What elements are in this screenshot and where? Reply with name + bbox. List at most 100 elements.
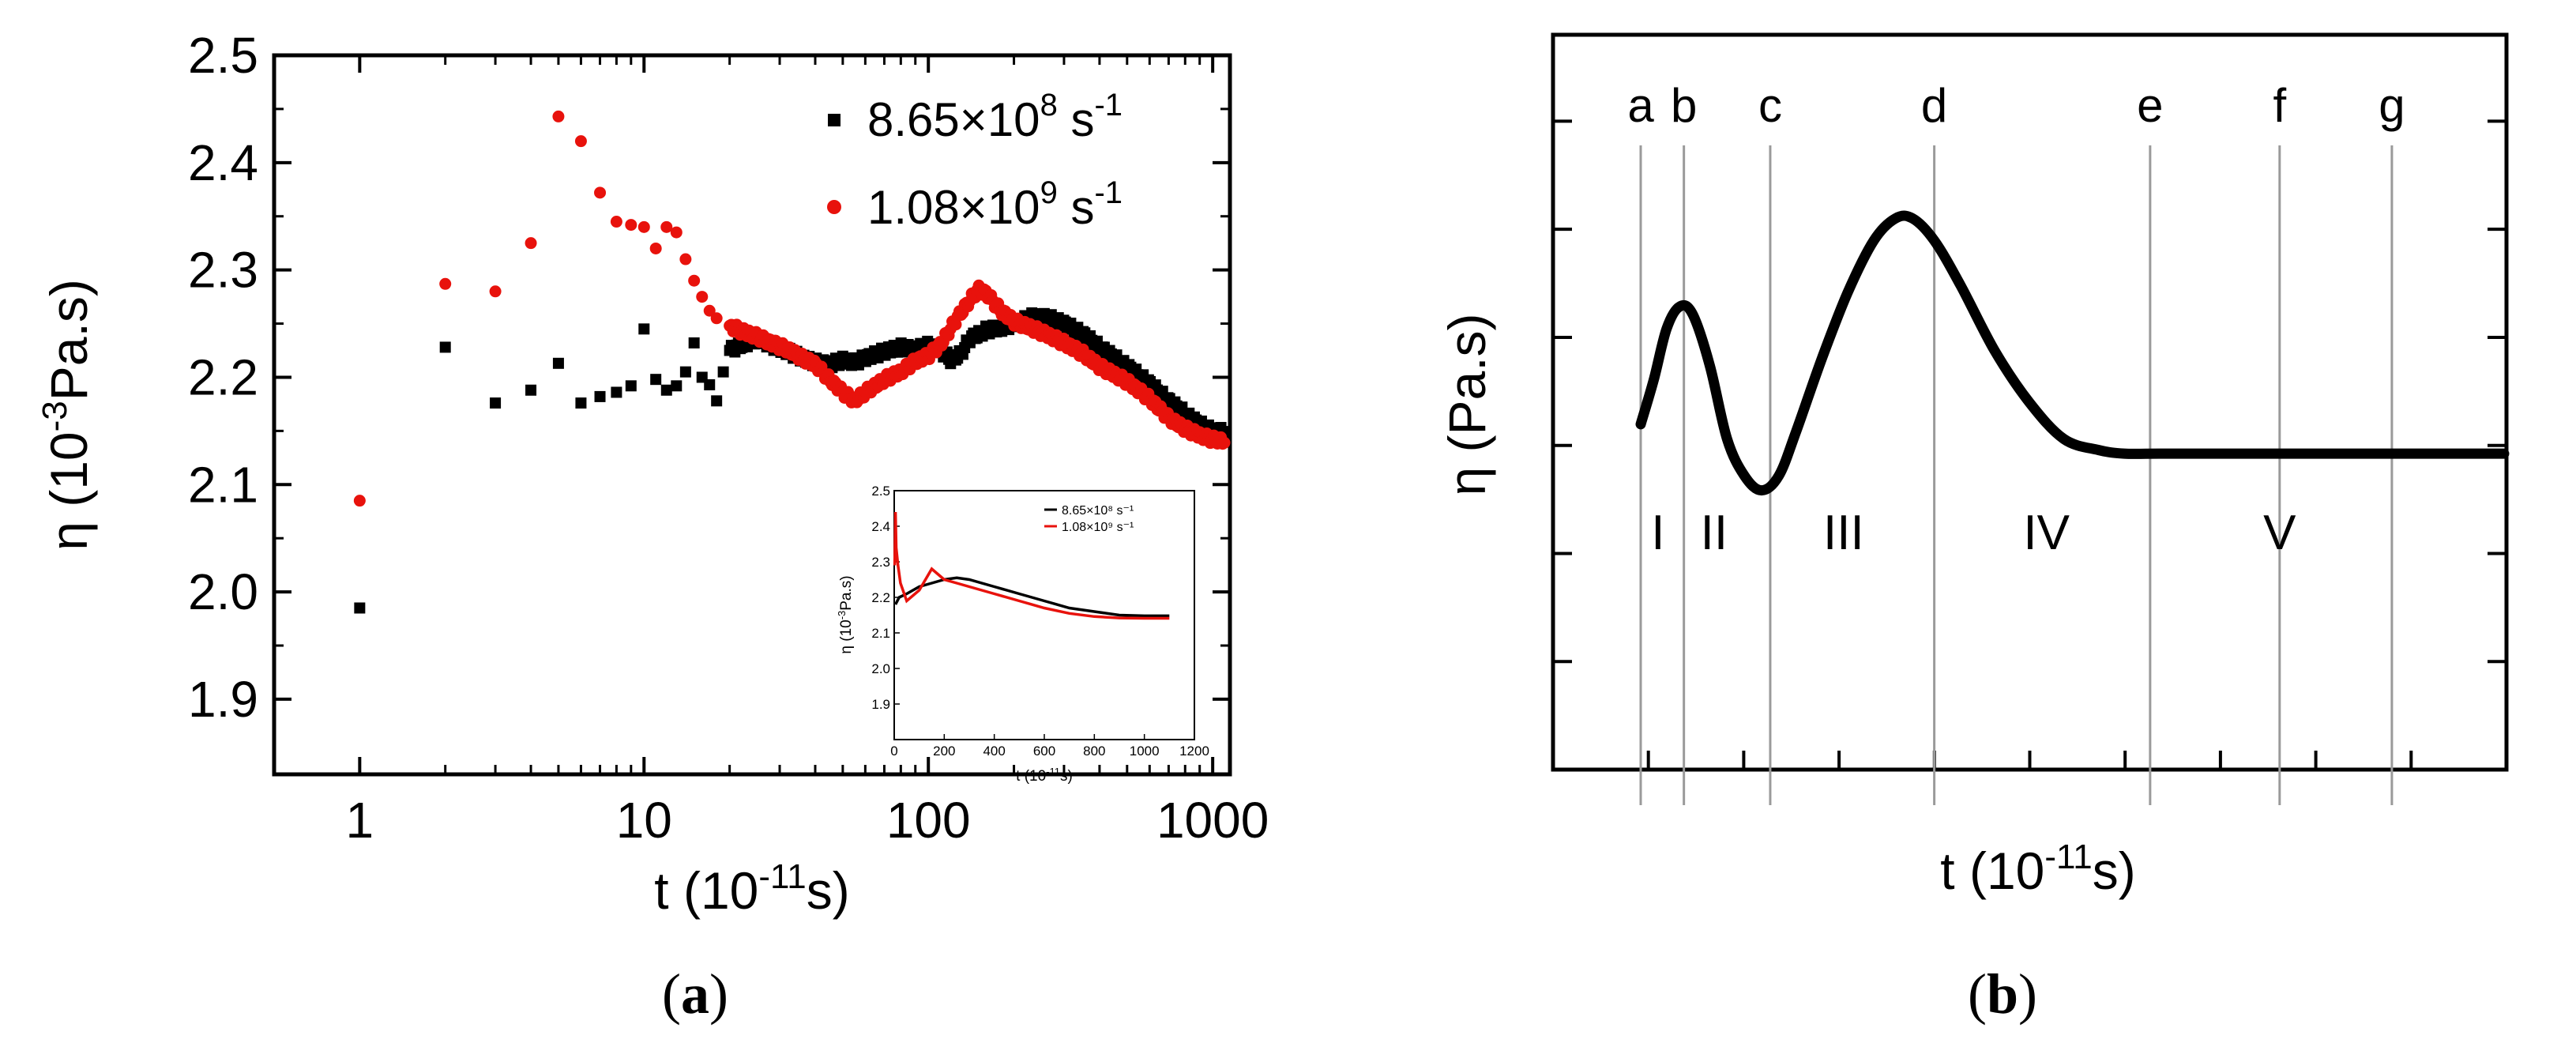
data-point-series-2 xyxy=(574,135,587,148)
panel-b-caption: (b) xyxy=(1968,962,2037,1026)
data-point-series-1 xyxy=(660,384,672,396)
inset-series-line-1 xyxy=(894,576,1170,618)
y-tick-label: 1.9 xyxy=(188,671,258,728)
inset-y-tick-label: 2.1 xyxy=(871,626,890,641)
region-label: II xyxy=(1701,506,1728,560)
data-point-series-1 xyxy=(594,390,606,402)
data-point-series-1 xyxy=(717,366,729,378)
data-point-series-1 xyxy=(625,380,637,392)
inset-x-tick-label: 400 xyxy=(983,744,1005,759)
data-point-series-1 xyxy=(354,602,366,614)
inset-y-tick-label: 2.5 xyxy=(871,484,890,499)
inset-y-axis-label: η (10-3Pa.s) xyxy=(836,575,855,653)
data-point-series-1 xyxy=(575,397,587,409)
data-point-series-1 xyxy=(525,384,537,396)
data-point-series-1 xyxy=(611,386,622,398)
data-point-series-2 xyxy=(353,495,366,507)
data-point-series-1 xyxy=(439,341,451,353)
data-point-series-2 xyxy=(594,186,607,199)
inset-axis-ticks: 1.9 2.0 2.1 2.2 2.3 2.4 2.5 0 200 400 600 800 1000 12… xyxy=(871,484,1209,759)
stage-marker-label: g xyxy=(2379,79,2405,132)
x-tick-label: 100 xyxy=(886,792,971,849)
legend-marker-series-1 xyxy=(828,114,840,126)
inset-x-tick-label: 0 xyxy=(890,744,897,759)
data-point-series-2 xyxy=(688,274,701,287)
x-tick-label: 10 xyxy=(616,792,672,849)
panel-a: 1.9 2.0 2.1 2.2 2.3 2.4 2.5 1 10 100 1000 8.65×108… xyxy=(36,27,1269,1026)
y-tick-label: 2.0 xyxy=(188,563,258,620)
data-point-series-2 xyxy=(649,242,662,254)
inset-y-tick-label: 2.2 xyxy=(871,590,890,605)
y-tick-label: 2.1 xyxy=(188,456,258,513)
data-point-series-1 xyxy=(638,323,650,335)
inset-x-tick-label: 600 xyxy=(1033,744,1055,759)
data-point-series-1 xyxy=(671,380,683,392)
inset-legend-label-2: 1.08×10⁹ s⁻¹ xyxy=(1062,521,1134,534)
data-point-series-2 xyxy=(1218,436,1231,449)
panel-b-viscosity-curve xyxy=(1635,210,2510,496)
region-label: V xyxy=(2263,506,2296,560)
inset-data-lines xyxy=(893,511,1170,620)
x-tick-label: 1000 xyxy=(1156,792,1269,849)
data-point-series-1 xyxy=(650,374,662,386)
data-point-series-2 xyxy=(637,220,650,233)
region-label: I xyxy=(1651,506,1664,560)
inset-x-axis-label: t (10-11s) xyxy=(1016,766,1073,785)
data-point-series-1 xyxy=(704,378,716,390)
panel-a-caption: (a) xyxy=(662,962,728,1026)
data-point-series-2 xyxy=(625,219,637,232)
data-point-series-2 xyxy=(552,110,565,122)
stage-marker-label: a xyxy=(1627,79,1654,132)
inset-x-tick-label: 1200 xyxy=(1179,744,1209,759)
data-point-series-2 xyxy=(679,253,692,265)
panel-a-inset: 1.9 2.0 2.1 2.2 2.3 2.4 2.5 0 200 400 600 800 1000 12… xyxy=(836,484,1209,785)
legend-marker-series-2 xyxy=(827,200,841,214)
y-tick-label: 2.4 xyxy=(188,134,258,191)
panel-a-axis-ticks: 1.9 2.0 2.1 2.2 2.3 2.4 2.5 1 10 100 1000 xyxy=(188,27,1269,849)
y-tick-label: 2.2 xyxy=(188,348,258,405)
data-point-series-2 xyxy=(489,285,502,298)
panel-a-data-points xyxy=(353,110,1231,614)
y-tick-label: 2.3 xyxy=(188,242,258,299)
stage-marker-label: f xyxy=(2273,79,2286,132)
panel-b-region-labels: I II III IV V xyxy=(1651,506,2296,560)
data-point-series-1 xyxy=(679,366,691,378)
panel-b-x-axis-label: t (10-11s) xyxy=(1940,838,2135,900)
inset-y-tick-label: 2.3 xyxy=(871,555,890,570)
inset-x-tick-label: 1000 xyxy=(1130,744,1160,759)
data-point-series-2 xyxy=(710,312,723,325)
stage-marker-label: e xyxy=(2137,79,2163,132)
data-point-series-1 xyxy=(711,395,723,407)
data-point-series-2 xyxy=(660,220,673,233)
inset-y-tick-label: 2.4 xyxy=(871,519,890,534)
panel-a-y-axis-label: η (10-3Pa.s) xyxy=(36,279,98,551)
data-point-series-2 xyxy=(525,237,537,250)
region-label: III xyxy=(1823,506,1864,560)
stage-marker-label: d xyxy=(1921,79,1947,132)
stage-marker-label: c xyxy=(1758,79,1782,132)
data-point-series-2 xyxy=(703,304,716,317)
inset-series-line-2 xyxy=(893,511,1170,620)
legend-label-series-1: 8.65×108 s-1 xyxy=(867,88,1123,146)
y-tick-label: 2.5 xyxy=(188,27,258,84)
inset-y-tick-label: 2.0 xyxy=(871,661,890,676)
region-label: IV xyxy=(2023,506,2070,560)
inset-y-tick-label: 1.9 xyxy=(871,697,890,712)
data-point-series-1 xyxy=(688,337,700,348)
panel-a-x-axis-label: t (10-11s) xyxy=(654,857,849,920)
inset-legend: 8.65×10⁸ s⁻¹ 1.08×10⁹ s⁻¹ xyxy=(1044,504,1134,534)
panel-b-y-axis-label: η (Pa.s) xyxy=(1438,313,1496,495)
data-point-series-1 xyxy=(552,357,564,369)
panel-a-legend: 8.65×108 s-1 1.08×109 s-1 xyxy=(827,88,1123,234)
data-point-series-2 xyxy=(610,216,622,228)
stage-marker-label: b xyxy=(1671,79,1697,132)
inset-legend-label-1: 8.65×10⁸ s⁻¹ xyxy=(1062,504,1134,518)
inset-x-tick-label: 800 xyxy=(1083,744,1105,759)
x-tick-label: 1 xyxy=(346,792,374,849)
data-point-series-2 xyxy=(439,277,452,290)
data-point-series-1 xyxy=(490,397,502,409)
data-point-series-2 xyxy=(696,291,709,303)
